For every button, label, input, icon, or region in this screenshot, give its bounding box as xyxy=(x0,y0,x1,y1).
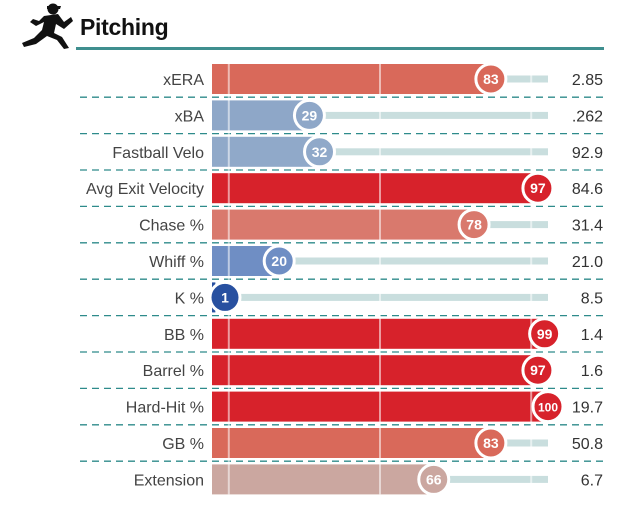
category-label: Hard-Hit % xyxy=(126,400,204,417)
percentile-label: 83 xyxy=(483,71,499,87)
percentile-marker xyxy=(457,208,491,242)
percentile-marker xyxy=(474,62,508,96)
percentile-marker xyxy=(521,353,555,387)
stat-value: 84.6 xyxy=(572,181,603,198)
category-label: Avg Exit Velocity xyxy=(86,181,204,198)
category-label: BB % xyxy=(164,327,204,344)
percentile-marker xyxy=(521,171,555,205)
section-header: Pitching xyxy=(0,0,628,52)
percentile-label: 29 xyxy=(302,107,318,123)
percentile-label: 97 xyxy=(530,362,546,378)
percentile-label: 78 xyxy=(466,217,482,233)
stat-value: 31.4 xyxy=(572,218,603,235)
percentile-label: 66 xyxy=(426,471,442,487)
percentile-label: 83 xyxy=(483,435,499,451)
percentile-label: 32 xyxy=(312,144,328,160)
category-label: K % xyxy=(175,290,204,307)
percentile-marker xyxy=(528,317,562,351)
percentile-bar xyxy=(212,355,538,386)
category-label: Extension xyxy=(134,472,204,489)
stat-value: 92.9 xyxy=(572,145,603,162)
stat-value: 6.7 xyxy=(581,472,603,489)
stat-value: .262 xyxy=(572,108,603,125)
percentile-bar xyxy=(212,173,538,204)
percentile-bar xyxy=(212,209,475,240)
percentile-bar xyxy=(212,318,545,349)
category-label: xERA xyxy=(163,72,204,89)
category-label: Chase % xyxy=(139,218,204,235)
percentile-marker xyxy=(531,390,565,424)
percentile-label: 20 xyxy=(271,253,287,269)
percentile-marker xyxy=(303,135,337,169)
category-label: Barrel % xyxy=(143,363,204,380)
stat-value: 19.7 xyxy=(572,400,603,417)
stat-value: 2.85 xyxy=(572,72,603,89)
stat-value: 8.5 xyxy=(581,290,603,307)
percentile-marker xyxy=(262,244,296,278)
stat-value: 21.0 xyxy=(572,254,603,271)
percentile-label: 99 xyxy=(537,326,553,342)
stat-value: 1.6 xyxy=(581,363,603,380)
percentile-marker xyxy=(208,280,242,314)
percentile-bar xyxy=(212,136,320,167)
percentile-marker xyxy=(474,426,508,460)
header-rule xyxy=(76,47,604,50)
stat-value: 50.8 xyxy=(572,436,603,453)
percentile-label: 1 xyxy=(221,289,229,305)
baseball-pitcher-icon xyxy=(22,3,73,49)
category-label: Whiff % xyxy=(149,254,204,271)
section-title: Pitching xyxy=(80,14,169,40)
stat-value: 1.4 xyxy=(581,327,603,344)
category-label: Fastball Velo xyxy=(112,145,204,162)
percentile-marker xyxy=(417,462,451,496)
percentile-bar xyxy=(212,64,491,94)
percentile-bar xyxy=(212,428,491,458)
percentile-label: 97 xyxy=(530,180,546,196)
category-label: GB % xyxy=(162,436,204,453)
percentile-bar xyxy=(212,464,434,495)
percentile-label: 100 xyxy=(538,401,558,415)
category-label: xBA xyxy=(175,108,205,125)
percentile-marker xyxy=(292,98,326,132)
